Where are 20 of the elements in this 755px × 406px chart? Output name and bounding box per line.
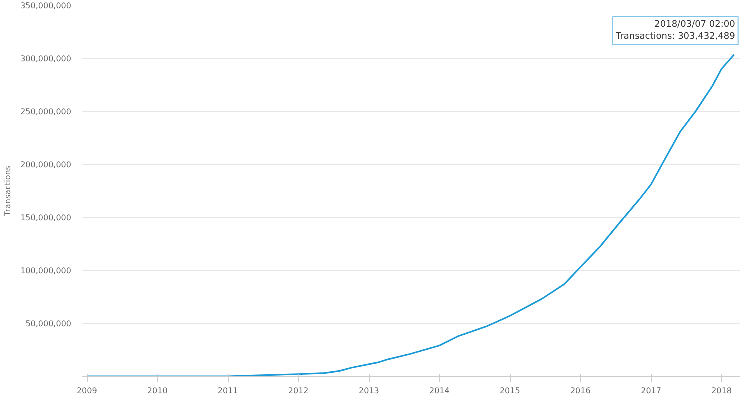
- y-tick-label: 250,000,000: [20, 108, 72, 116]
- annotation: 2018/03/07 02:00 Transactions: 303,432,489: [615, 20, 736, 42]
- x-tick-label: 2018: [712, 386, 732, 396]
- x-tick-label: 2016: [570, 386, 591, 396]
- y-tick-label: 150,000,000: [20, 214, 72, 222]
- x-tick-label: 2014: [430, 386, 450, 396]
- y-tick-label: 200,000,000: [20, 160, 72, 170]
- y-tick-label: 300,000,000: [20, 54, 72, 64]
- y-tick-label: 100,000,000: [20, 266, 72, 276]
- x-tick-label: 2011: [218, 386, 238, 396]
- x-tick-label: 2015: [500, 386, 520, 396]
- y-tick-label: 350,000,000: [20, 2, 72, 10]
- y-tick-label: 50,000,000: [26, 320, 72, 328]
- x-tick-label: 2017: [641, 386, 662, 396]
- x-tick-label: 2010: [147, 386, 168, 396]
- x-tick-label: 2013: [359, 386, 380, 396]
- x-tick-label: 2012: [288, 386, 309, 396]
- line-series: [86, 54, 736, 376]
- x-tick-label: 2009: [76, 386, 98, 396]
- y-axis-title: Transactions: [4, 166, 13, 217]
